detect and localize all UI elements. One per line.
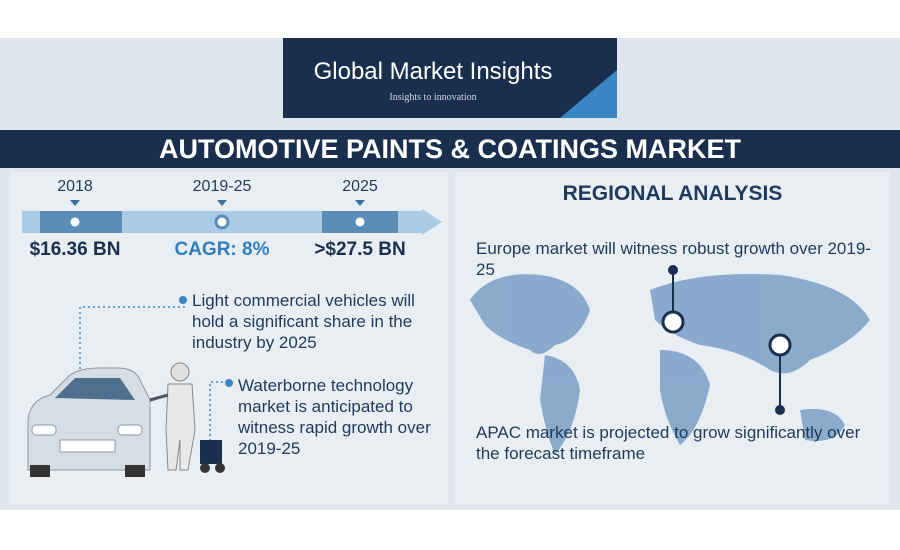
connectors	[79, 306, 228, 440]
title-band	[0, 130, 900, 168]
timeline-arrow	[422, 209, 442, 235]
main-title: AUTOMOTIVE PAINTS & COATINGS MARKET	[158, 134, 741, 164]
brand-name: Global Market Insights	[313, 58, 553, 85]
painter-illustration	[149, 362, 225, 473]
logo-box	[283, 38, 617, 118]
note-waterborne: Waterborne technology market is anticipa…	[238, 376, 431, 458]
note-europe: Europe market will witness robust growth…	[476, 239, 871, 279]
timeline-value: $16.36 BN	[29, 239, 121, 260]
regional-heading: REGIONAL ANALYSIS	[562, 182, 783, 205]
bullet	[225, 379, 233, 387]
timeline-pointers	[70, 200, 365, 206]
timeline-dots	[67, 214, 368, 230]
timeline-period: 2025	[342, 178, 378, 195]
map-pins	[661, 265, 792, 415]
bullet	[179, 296, 187, 304]
timeline-value: CAGR: 8%	[174, 239, 270, 260]
note-apac: APAC market is projected to grow signifi…	[476, 423, 861, 463]
world-map	[470, 274, 870, 455]
timeline-period: 2019-25	[192, 178, 252, 195]
car-illustration	[27, 367, 151, 477]
timeline-period: 2018	[57, 178, 93, 195]
timeline-value: >$27.5 BN	[314, 239, 406, 260]
brand-tagline: Insights to innovation	[389, 92, 477, 103]
note-lcv: Light commercial vehicles will hold a si…	[192, 291, 415, 352]
logo-accent	[560, 70, 617, 118]
